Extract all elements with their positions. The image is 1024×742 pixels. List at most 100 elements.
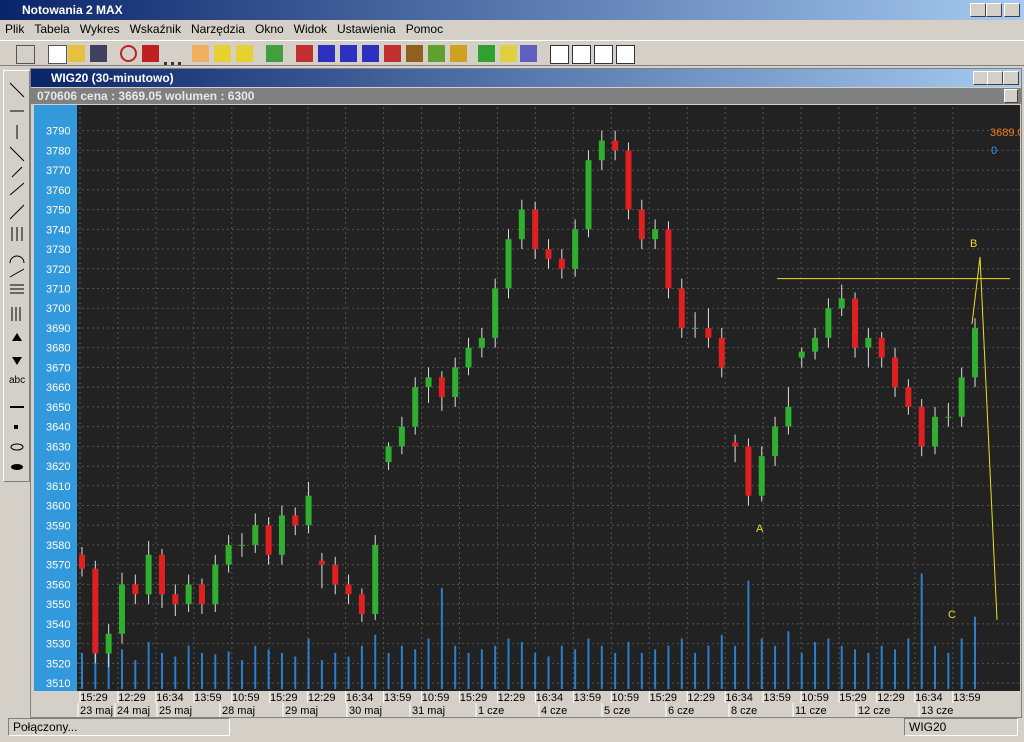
time-label: 15:29	[649, 692, 677, 704]
candle-body	[625, 150, 632, 210]
tool-button[interactable]	[236, 45, 253, 62]
tool-button[interactable]	[266, 45, 283, 62]
candle-body	[838, 298, 845, 309]
chart-window-title: WIG20 (30-minutowo)	[51, 71, 174, 85]
tool-button[interactable]	[594, 45, 613, 64]
tool-button[interactable]	[192, 45, 209, 62]
text-tool[interactable]: abc	[9, 375, 26, 386]
menu-item[interactable]: Wykres	[79, 22, 120, 36]
candle-body	[665, 229, 672, 289]
y-tick-label: 3790	[46, 126, 70, 138]
tool-button[interactable]	[450, 45, 467, 62]
tool-button[interactable]	[616, 45, 635, 64]
close-button[interactable]	[1004, 3, 1020, 17]
candle-body	[385, 446, 392, 463]
menu-item[interactable]: Ustawienia	[337, 22, 396, 36]
time-label: 16:34	[346, 692, 374, 704]
y-tick-label: 3560	[46, 579, 70, 591]
tool-button[interactable]	[478, 45, 495, 62]
y-tick-label: 3710	[46, 284, 70, 296]
last-volume: 0	[991, 145, 997, 157]
tool-button[interactable]	[164, 45, 181, 65]
tool-button[interactable]	[48, 45, 67, 64]
time-label: 12:29	[118, 692, 146, 704]
date-label: 1 cze	[478, 705, 504, 717]
time-label: 15:29	[460, 692, 488, 704]
candle-body	[612, 140, 619, 151]
wave-label: A	[756, 523, 764, 535]
candle-body	[105, 633, 112, 654]
close-info-button[interactable]	[1004, 89, 1018, 103]
date-label: 6 cze	[668, 705, 694, 717]
time-label: 13:59	[574, 692, 602, 704]
menu-item[interactable]: Widok	[293, 22, 328, 36]
date-label: 5 cze	[604, 705, 630, 717]
y-tick-label: 3740	[46, 224, 70, 236]
candle-body	[825, 308, 832, 338]
y-tick-label: 3770	[46, 165, 70, 177]
time-label: 16:34	[915, 692, 943, 704]
tool-button[interactable]	[16, 45, 35, 64]
y-tick-label: 3730	[46, 244, 70, 256]
tool-button[interactable]	[340, 45, 357, 62]
tool-button[interactable]	[142, 45, 159, 62]
candle-body	[545, 249, 552, 259]
candle-body	[452, 367, 459, 398]
y-tick-label: 3600	[46, 501, 70, 513]
y-tick-label: 3510	[46, 678, 70, 690]
tool-button[interactable]	[318, 45, 335, 62]
tool-button[interactable]	[550, 45, 569, 64]
tool-icons	[9, 82, 25, 470]
candle-body	[918, 406, 925, 447]
tool-button[interactable]	[406, 45, 423, 62]
tool-button[interactable]	[120, 45, 137, 62]
time-label: 12:29	[308, 692, 336, 704]
maximize-button[interactable]	[986, 3, 1002, 17]
candle-body	[372, 544, 379, 615]
menu-item[interactable]: Pomoc	[405, 22, 444, 36]
tool-button[interactable]	[214, 45, 231, 62]
time-label: 13:59	[763, 692, 791, 704]
candle-body	[758, 456, 765, 496]
candle-body	[492, 288, 499, 338]
y-tick-label: 3640	[46, 422, 70, 434]
tool-button[interactable]	[500, 45, 517, 62]
tool-button[interactable]	[428, 45, 445, 62]
menu-item[interactable]: Plik	[5, 22, 25, 36]
minimize-button[interactable]	[970, 3, 986, 17]
tool-button[interactable]	[362, 45, 379, 62]
date-label: 28 maj	[222, 705, 255, 717]
time-label: 10:59	[801, 692, 829, 704]
menu-item[interactable]: Tabela	[34, 22, 70, 36]
candle-body	[652, 229, 659, 240]
tool-button[interactable]	[520, 45, 537, 62]
date-label: 13 cze	[921, 705, 953, 717]
candle-body	[305, 495, 312, 526]
tool-button[interactable]	[68, 45, 85, 62]
y-tick-label: 3780	[46, 145, 70, 157]
tool-button[interactable]	[384, 45, 401, 62]
time-label: 15:29	[839, 692, 867, 704]
time-label: 10:59	[422, 692, 450, 704]
candle-body	[118, 584, 125, 634]
maximize-button[interactable]	[987, 71, 1003, 85]
candle-body	[79, 554, 85, 569]
tool-button[interactable]	[296, 45, 313, 62]
tool-button[interactable]	[90, 45, 107, 62]
instrument-status: WIG20	[904, 718, 1018, 736]
menu-item[interactable]: Okno	[254, 22, 284, 36]
toolbar	[0, 40, 1024, 66]
date-label: 4 cze	[541, 705, 567, 717]
date-label: 12 cze	[858, 705, 890, 717]
menu-item[interactable]: Wskaźnik	[129, 22, 181, 36]
menu-item[interactable]: Narzędzia	[190, 22, 245, 36]
y-tick-label: 3550	[46, 599, 70, 611]
candle-body	[945, 416, 952, 418]
close-button[interactable]	[1003, 71, 1019, 85]
tool-button[interactable]	[572, 45, 591, 64]
time-label: 16:34	[156, 692, 184, 704]
date-label: 23 maj	[80, 705, 113, 717]
y-tick-label: 3760	[46, 185, 70, 197]
chart: 3510 3520 3530 3540 3550 3560 3570 3580 3590 3600…	[34, 105, 1020, 717]
candle-body	[692, 327, 699, 329]
